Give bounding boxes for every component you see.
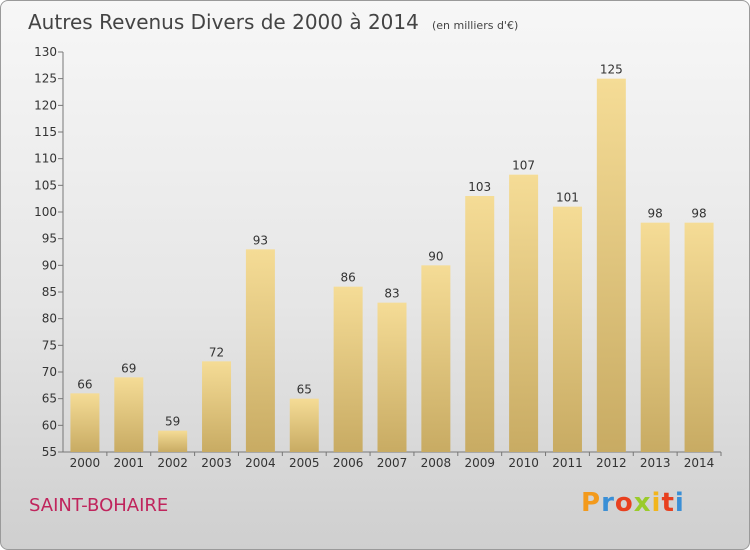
y-tick-label: 80	[42, 312, 57, 326]
y-tick-label: 105	[34, 178, 57, 192]
bar-value-label: 107	[512, 159, 535, 173]
y-tick-label: 125	[34, 72, 57, 86]
bar	[509, 174, 539, 452]
bar-value-label: 98	[691, 207, 706, 221]
x-tick-label: 2000	[70, 456, 101, 470]
y-tick-label: 95	[42, 232, 57, 246]
x-tick-label: 2012	[596, 456, 627, 470]
bar	[684, 222, 714, 452]
bar-value-label: 93	[253, 233, 268, 247]
y-tick-label: 60	[42, 418, 57, 432]
bar-value-label: 72	[209, 345, 224, 359]
logo-letter: i	[674, 488, 685, 518]
bar-value-label: 90	[428, 249, 443, 263]
logo-letter: t	[661, 488, 675, 518]
y-tick-label: 85	[42, 285, 57, 299]
x-tick-label: 2008	[421, 456, 452, 470]
bar-value-label: 83	[384, 287, 399, 301]
bar	[158, 430, 188, 452]
x-tick-label: 2011	[552, 456, 583, 470]
x-tick-label: 2001	[114, 456, 145, 470]
bar	[70, 393, 100, 452]
location-name: SAINT-BOHAIRE	[29, 495, 169, 516]
x-tick-label: 2007	[377, 456, 408, 470]
bar	[245, 249, 275, 452]
y-tick-label: 110	[34, 152, 57, 166]
x-tick-label: 2009	[464, 456, 495, 470]
bar	[552, 206, 582, 452]
bar	[421, 265, 451, 452]
x-tick-label: 2013	[640, 456, 671, 470]
y-tick-label: 100	[34, 205, 57, 219]
bar-value-label: 59	[165, 415, 180, 429]
bar	[596, 78, 626, 453]
bar-value-label: 125	[600, 63, 623, 77]
bar	[377, 302, 407, 452]
y-tick-label: 70	[42, 365, 57, 379]
x-tick-label: 2004	[245, 456, 276, 470]
bar-value-label: 65	[297, 383, 312, 397]
logo-letter: r	[601, 488, 615, 518]
x-tick-label: 2014	[684, 456, 715, 470]
y-tick-label: 75	[42, 338, 57, 352]
y-axis: 55 60 65 70 75 80 85 90 95 100 105 110 115 120 125 130	[34, 45, 64, 459]
y-tick-label: 120	[34, 98, 57, 112]
bar	[465, 196, 495, 452]
bars-group: 66 69 59 72 93 65 86 83 90 103 107 101 125 98 98	[70, 63, 714, 453]
x-tick-label: 2010	[508, 456, 539, 470]
bar-value-label: 98	[648, 207, 663, 221]
x-tick-label: 2006	[333, 456, 364, 470]
chart-unit: (en milliers d'€)	[431, 19, 519, 32]
proxiti-logo: Proxiti	[581, 488, 685, 518]
bar-value-label: 101	[556, 191, 579, 205]
bar	[333, 286, 363, 452]
x-axis: 2000 2001 2002 2003 2004 2005 2006 2007 2008 2009…	[63, 451, 722, 470]
logo-letter: o	[614, 488, 634, 518]
bar	[640, 222, 670, 452]
y-tick-label: 65	[42, 392, 57, 406]
y-tick-label: 115	[34, 125, 57, 139]
x-tick-label: 2003	[201, 456, 232, 470]
bar	[114, 377, 144, 452]
bar-value-label: 69	[121, 361, 136, 375]
logo-letter: P	[581, 488, 602, 518]
chart-title-block: Autres Revenus Divers de 2000 à 2014 (en…	[28, 10, 518, 34]
chart-title: Autres Revenus Divers de 2000 à 2014	[28, 10, 419, 34]
x-tick-label: 2002	[157, 456, 188, 470]
bar	[202, 361, 232, 452]
y-tick-label: 90	[42, 258, 57, 272]
logo-letter: x	[633, 488, 652, 518]
logo-letter: i	[651, 488, 662, 518]
y-tick-label: 130	[34, 45, 57, 59]
bar-value-label: 103	[468, 180, 491, 194]
bar-value-label: 66	[77, 377, 92, 391]
y-tick-label: 55	[42, 445, 57, 459]
x-tick-label: 2005	[289, 456, 320, 470]
bar-value-label: 86	[340, 271, 355, 285]
bar	[289, 398, 319, 452]
